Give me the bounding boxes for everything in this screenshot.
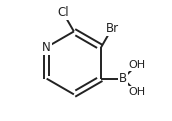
Text: N: N (42, 41, 51, 54)
Text: OH: OH (128, 87, 145, 97)
Text: B: B (119, 72, 127, 85)
Text: OH: OH (128, 60, 145, 70)
Text: Cl: Cl (57, 6, 69, 19)
Text: Br: Br (105, 22, 119, 35)
